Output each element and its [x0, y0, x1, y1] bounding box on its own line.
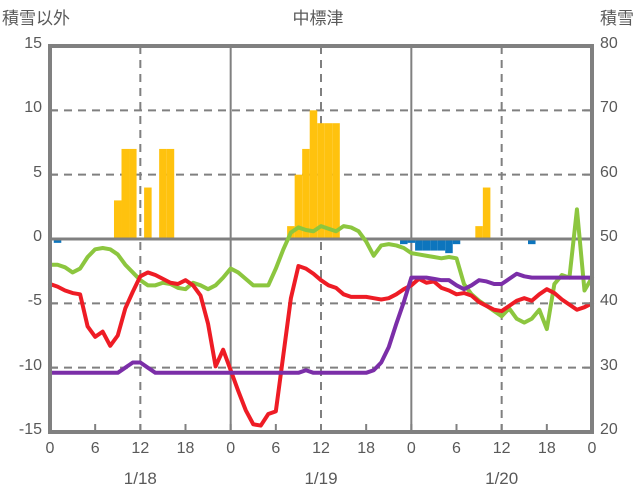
bar [482, 187, 491, 239]
xtick-label: 18 [537, 440, 556, 457]
bar [159, 148, 167, 239]
bar [166, 148, 175, 239]
bar [121, 148, 130, 239]
xtick-label: 12 [312, 440, 330, 457]
bar [317, 123, 325, 239]
date-label: 1/18 [123, 469, 157, 488]
bar [302, 148, 310, 239]
chart-title: 中標津 [292, 9, 344, 28]
ytick-label-right: 60 [600, 163, 618, 181]
ytick-label-right: 70 [600, 99, 618, 117]
bar [528, 239, 536, 245]
line-series-紫線 [48, 271, 594, 375]
bar [407, 239, 416, 243]
xtick-label: 6 [452, 440, 461, 457]
ytick-label-right: 30 [600, 356, 618, 374]
ytick-label-right: 40 [600, 292, 618, 310]
bar-series-積雪以外 [113, 110, 491, 239]
ytick-label-left: -15 [18, 421, 42, 438]
date-label: 1/20 [485, 469, 519, 488]
ytick-label-right: 20 [600, 421, 618, 438]
bar [332, 123, 340, 239]
ytick-label-left: -10 [18, 356, 42, 374]
ytick-label-left: 5 [33, 163, 42, 181]
date-label: 1/19 [304, 469, 338, 488]
xtick-label: 12 [492, 440, 511, 457]
bar [53, 239, 62, 243]
bar [430, 239, 438, 251]
ytick-label-left: 15 [24, 35, 42, 52]
bar [445, 239, 453, 254]
ytick-label-left: -5 [27, 292, 42, 310]
ytick-label-left: 0 [33, 228, 42, 245]
bar [475, 226, 483, 239]
bar [415, 239, 423, 251]
xtick-label: 0 [226, 440, 236, 457]
bar-series-積雪 [53, 239, 536, 254]
xtick-label: 18 [357, 440, 376, 457]
xtick-label: 0 [45, 440, 55, 457]
bar [400, 239, 408, 245]
line-series-赤線 [48, 264, 594, 428]
bar [113, 200, 122, 239]
ytick-label-right: 80 [600, 35, 618, 52]
bar [437, 239, 446, 251]
bar [422, 239, 431, 251]
xtick-label: 0 [587, 440, 597, 457]
xtick-label: 12 [131, 440, 150, 457]
xtick-label: 6 [90, 440, 100, 457]
bar [324, 123, 333, 239]
xtick-label: 6 [271, 440, 281, 457]
right-axis-title: 積雪 [600, 9, 634, 28]
bar [452, 239, 461, 245]
ytick-label-right: 50 [600, 228, 618, 245]
bar [129, 148, 137, 239]
bar [144, 187, 152, 239]
bar [309, 110, 318, 239]
ytick-label-left: 10 [24, 99, 42, 117]
xtick-label: 18 [176, 440, 195, 457]
xtick-label: 0 [406, 440, 416, 457]
left-axis-title: 積雪以外 [2, 9, 70, 28]
bar [294, 174, 303, 239]
